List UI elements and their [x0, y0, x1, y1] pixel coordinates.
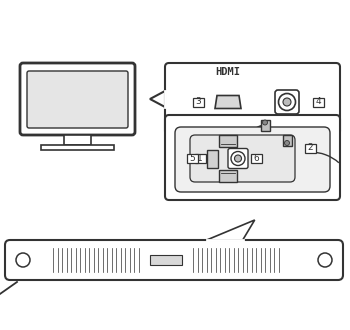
Bar — [193, 97, 203, 107]
Polygon shape — [207, 220, 255, 240]
FancyBboxPatch shape — [190, 135, 295, 182]
Circle shape — [262, 120, 267, 125]
Circle shape — [285, 141, 289, 146]
FancyBboxPatch shape — [20, 63, 135, 135]
Circle shape — [16, 253, 30, 267]
Bar — [150, 255, 182, 265]
FancyBboxPatch shape — [175, 127, 330, 192]
Text: 5: 5 — [189, 154, 195, 163]
Bar — [41, 145, 114, 150]
Bar — [187, 154, 197, 163]
Polygon shape — [215, 95, 241, 109]
Bar — [251, 154, 261, 163]
Text: 1: 1 — [197, 154, 203, 163]
Text: 6: 6 — [253, 154, 259, 163]
Text: 4: 4 — [315, 97, 321, 107]
Bar — [64, 135, 91, 145]
FancyBboxPatch shape — [27, 71, 128, 128]
FancyBboxPatch shape — [5, 240, 343, 280]
Bar — [313, 97, 323, 107]
Circle shape — [231, 151, 245, 166]
Circle shape — [279, 93, 295, 111]
FancyBboxPatch shape — [165, 63, 340, 135]
Circle shape — [318, 253, 332, 267]
Bar — [282, 135, 292, 146]
Bar — [219, 170, 237, 182]
Bar — [195, 154, 205, 163]
FancyBboxPatch shape — [275, 90, 299, 114]
Text: 3: 3 — [195, 97, 201, 107]
Text: HDMI: HDMI — [216, 67, 240, 77]
Bar — [260, 119, 270, 130]
FancyBboxPatch shape — [165, 115, 340, 200]
Circle shape — [283, 98, 291, 106]
Bar — [206, 149, 217, 168]
Bar — [219, 135, 237, 147]
Circle shape — [234, 155, 241, 162]
Text: 2: 2 — [307, 144, 313, 152]
FancyBboxPatch shape — [228, 148, 248, 169]
Polygon shape — [150, 91, 165, 107]
Bar — [304, 144, 315, 152]
